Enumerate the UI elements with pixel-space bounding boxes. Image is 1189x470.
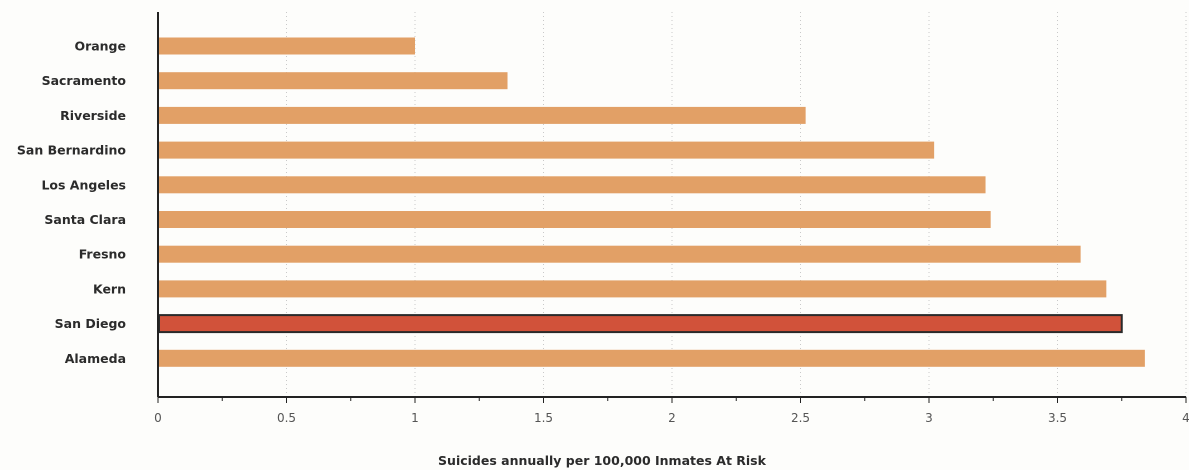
category-label-kern: Kern [93,281,126,296]
x-tick-label-3: 3 [925,411,933,425]
bar-alameda [159,349,1145,367]
bar-riverside [159,106,806,124]
bar-santa-clara [159,211,991,228]
gridlines [286,12,1187,397]
x-tick-labels: 0 0.5 1 1.5 2 2.5 3 3.5 4 [154,411,1189,425]
category-label-fresno: Fresno [79,247,127,262]
category-label-santa-clara: Santa Clara [44,212,126,227]
category-labels: Orange Sacramento Riverside San Bernardino L… [17,39,126,366]
x-tick-label-0.5: 0.5 [277,411,296,425]
bar-orange [159,37,415,55]
bar-fresno [159,245,1081,263]
x-tick-label-0: 0 [154,411,162,425]
category-label-sacramento: Sacramento [42,73,127,88]
x-tick-label-4: 4 [1182,411,1189,425]
category-label-riverside: Riverside [60,108,126,123]
axes [157,12,1187,403]
x-tick-label-1.5: 1.5 [534,411,553,425]
bar-kern [159,280,1107,298]
category-label-alameda: Alameda [65,351,126,366]
x-axis-title: Suicides annually per 100,000 Inmates At… [438,453,767,468]
category-label-san-diego: San Diego [55,316,127,331]
x-tick-label-3.5: 3.5 [1048,411,1067,425]
category-label-san-bernardino: San Bernardino [17,143,126,158]
x-tick-label-2: 2 [668,411,676,425]
bar-los-angeles [159,176,986,194]
category-label-los-angeles: Los Angeles [41,177,126,192]
bar-san-diego [158,314,1123,334]
x-tick-label-2.5: 2.5 [791,411,810,425]
category-label-orange: Orange [74,39,126,54]
bar-san-bernardino [159,141,935,159]
bars [158,37,1145,367]
bar-sacramento [159,72,508,90]
x-tick-label-1: 1 [411,411,419,425]
